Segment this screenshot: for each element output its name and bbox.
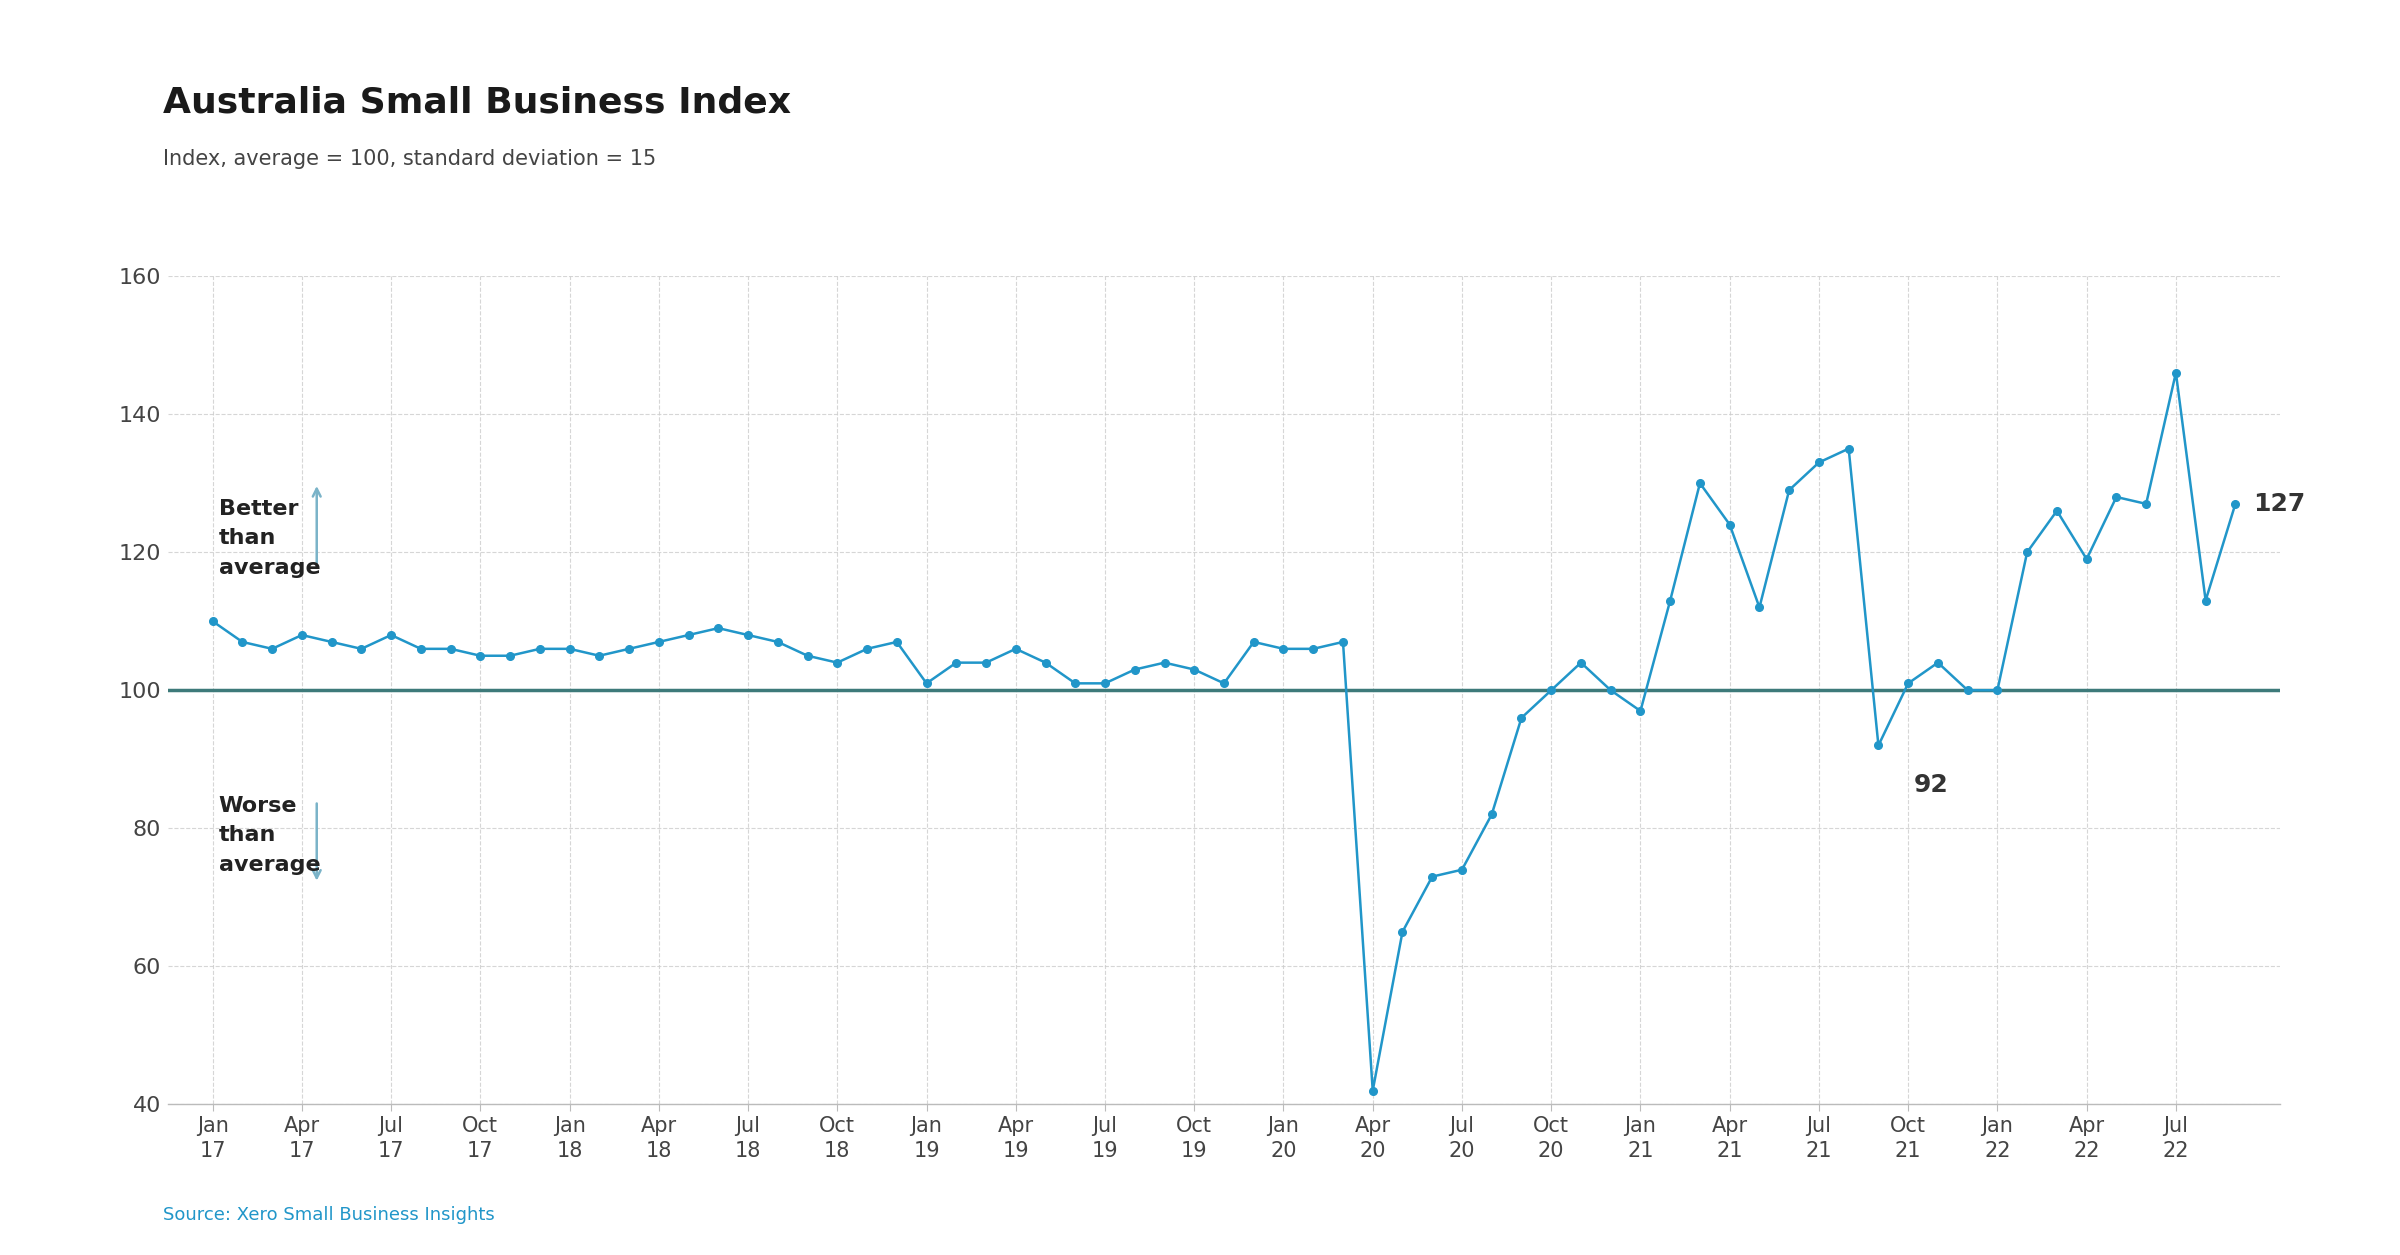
- Text: Worse
than
average: Worse than average: [218, 796, 319, 875]
- Text: 92: 92: [1915, 773, 1949, 797]
- Text: Better
than
average: Better than average: [218, 498, 319, 579]
- Text: Australia Small Business Index: Australia Small Business Index: [163, 85, 792, 119]
- Text: 127: 127: [2254, 492, 2306, 516]
- Text: Source: Xero Small Business Insights: Source: Xero Small Business Insights: [163, 1206, 494, 1224]
- Text: Index, average = 100, standard deviation = 15: Index, average = 100, standard deviation…: [163, 149, 658, 169]
